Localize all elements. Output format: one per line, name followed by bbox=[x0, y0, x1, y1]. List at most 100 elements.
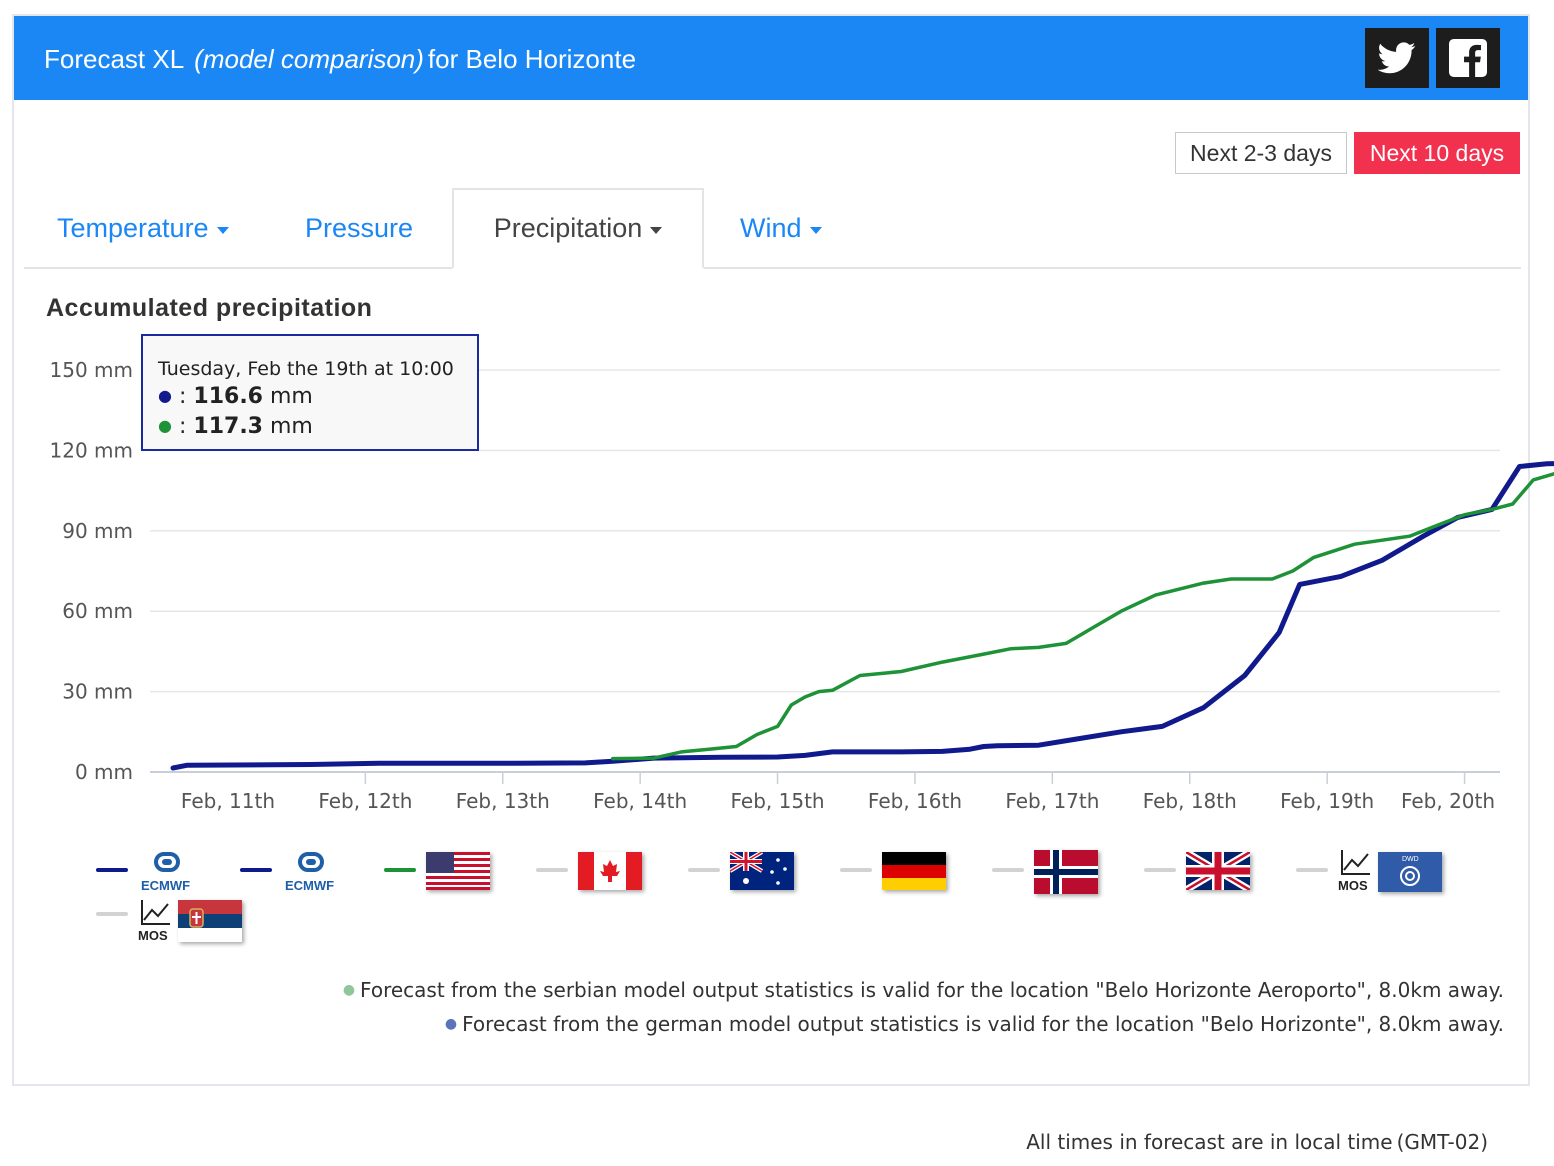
ecmwf-logo-text: ECMWF bbox=[285, 878, 334, 893]
y-tick-label: 60 mm bbox=[62, 599, 133, 623]
legend-item-uk[interactable] bbox=[1144, 846, 1254, 896]
mos-icon: MOS bbox=[138, 900, 170, 943]
title-prefix: Forecast XL bbox=[44, 44, 185, 74]
chevron-down-icon bbox=[809, 226, 822, 234]
legend-line bbox=[1296, 868, 1328, 872]
timezone-note: All times in forecast are in local time … bbox=[1026, 1130, 1488, 1154]
legend-line bbox=[840, 868, 872, 872]
tooltip-header: Tuesday, Feb the 19th at 10:00 bbox=[158, 358, 454, 380]
legend-item-canada[interactable] bbox=[536, 846, 646, 896]
tab-wind[interactable]: Wind bbox=[740, 188, 822, 269]
dwd-logo-icon: DWD bbox=[1378, 852, 1442, 892]
legend-line bbox=[240, 868, 272, 872]
chevron-down-icon bbox=[650, 226, 663, 234]
tooltip-unit: mm bbox=[269, 384, 313, 409]
series-line-ecmwf bbox=[170, 461, 1554, 771]
tab-pressure[interactable]: Pressure bbox=[305, 188, 413, 269]
x-tick-label: Feb, 13th bbox=[456, 789, 550, 813]
legend-line bbox=[384, 868, 416, 872]
tooltip-row-ecmwf: ● : 116.6 mm bbox=[158, 384, 313, 409]
tooltip-sep: : bbox=[178, 414, 187, 439]
tooltip-value: 116.6 bbox=[193, 384, 263, 409]
tooltip-sep: : bbox=[178, 384, 187, 409]
legend-item-ecmwf-2[interactable]: ECMWF bbox=[240, 846, 350, 896]
serbia-flag-icon bbox=[178, 900, 242, 942]
tooltip-unit: mm bbox=[269, 414, 313, 439]
note-dot: ● bbox=[342, 982, 356, 998]
tab-temperature[interactable]: Temperature bbox=[57, 188, 229, 269]
series-line-gfs bbox=[610, 471, 1554, 761]
x-tick-label: Feb, 15th bbox=[731, 789, 825, 813]
twitter-share-button[interactable] bbox=[1365, 28, 1429, 88]
note-dot: ● bbox=[444, 1016, 458, 1032]
legend-item-germany[interactable] bbox=[840, 846, 950, 896]
x-tick-label: Feb, 12th bbox=[318, 789, 412, 813]
facebook-icon bbox=[1449, 39, 1487, 77]
x-tick-label: Feb, 18th bbox=[1143, 789, 1237, 813]
chart-tooltip: Tuesday, Feb the 19th at 10:00 ● : 116.6… bbox=[141, 334, 479, 451]
australia-flag-icon bbox=[730, 852, 794, 890]
series-dot: ● bbox=[158, 386, 172, 405]
y-tick-label: 30 mm bbox=[62, 680, 133, 704]
legend-item-ecmwf[interactable]: ECMWF bbox=[96, 846, 206, 896]
tab-precipitation-label: Precipitation bbox=[493, 213, 643, 243]
canada-flag-icon bbox=[578, 852, 642, 890]
note-serbian-mos: ● Forecast from the serbian model output … bbox=[343, 978, 1504, 1002]
legend-line bbox=[96, 912, 128, 916]
y-tick-label: 150 mm bbox=[50, 358, 134, 382]
next-10-days-button[interactable]: Next 10 days bbox=[1354, 132, 1520, 174]
title-location: for Belo Horizonte bbox=[427, 44, 637, 74]
forecast-card: Forecast XL (model comparison) for Belo Ho… bbox=[12, 14, 1530, 1086]
x-tick-label: Feb, 14th bbox=[593, 789, 687, 813]
y-tick-label: 0 mm bbox=[75, 760, 133, 784]
note-text: Forecast from the serbian model output s… bbox=[360, 978, 1504, 1002]
tabs-divider bbox=[24, 267, 1521, 269]
mos-icon: MOS bbox=[1338, 850, 1370, 893]
x-tick-label: Feb, 17th bbox=[1005, 789, 1099, 813]
legend-item-norway[interactable] bbox=[992, 846, 1102, 896]
y-tick-label: 120 mm bbox=[50, 438, 134, 462]
legend-line bbox=[1144, 868, 1176, 872]
y-tick-label: 90 mm bbox=[62, 519, 133, 543]
series-dot: ● bbox=[158, 416, 172, 435]
tab-precipitation[interactable]: Precipitation bbox=[452, 188, 704, 269]
tooltip-row-gfs: ● : 117.3 mm bbox=[158, 414, 313, 439]
legend-line bbox=[688, 868, 720, 872]
germany-flag-icon bbox=[882, 852, 946, 890]
tab-temperature-label: Temperature bbox=[57, 213, 209, 243]
ecmwf-logo-icon: ECMWF bbox=[141, 852, 190, 893]
twitter-icon bbox=[1378, 42, 1416, 74]
ecmwf-logo-text: ECMWF bbox=[141, 878, 190, 893]
tab-pressure-label: Pressure bbox=[305, 213, 414, 243]
norway-flag-icon bbox=[1034, 850, 1098, 894]
mos-label: MOS bbox=[138, 928, 168, 943]
dwd-label: DWD bbox=[1402, 856, 1419, 863]
facebook-share-button[interactable] bbox=[1436, 28, 1500, 88]
uk-flag-icon bbox=[1186, 852, 1250, 890]
chevron-down-icon bbox=[216, 226, 229, 234]
page-title: Forecast XL (model comparison) for Belo Ho… bbox=[44, 44, 636, 75]
tab-wind-label: Wind bbox=[740, 213, 802, 243]
tooltip-value: 117.3 bbox=[193, 414, 263, 439]
note-german-mos: ● Forecast from the german model output s… bbox=[445, 1012, 1504, 1036]
legend-item-usa[interactable] bbox=[384, 846, 494, 896]
x-tick-label: Feb, 20th bbox=[1401, 789, 1495, 813]
chart-title: Accumulated precipitation bbox=[46, 294, 373, 322]
legend-item-australia[interactable] bbox=[688, 846, 798, 896]
legend-item-mos-serbia[interactable]: MOS bbox=[96, 896, 246, 946]
x-tick-label: Feb, 19th bbox=[1280, 789, 1374, 813]
legend-line bbox=[96, 868, 128, 872]
x-tick-label: Feb, 11th bbox=[181, 789, 275, 813]
legend-item-mos-dwd[interactable]: MOS DWD bbox=[1296, 846, 1446, 896]
x-tick-label: Feb, 16th bbox=[868, 789, 962, 813]
legend-line bbox=[536, 868, 568, 872]
next-2-3-days-button[interactable]: Next 2-3 days bbox=[1175, 132, 1347, 174]
legend-line bbox=[992, 868, 1024, 872]
forecast-header: Forecast XL (model comparison) for Belo Ho… bbox=[14, 16, 1528, 100]
mos-label: MOS bbox=[1338, 878, 1368, 893]
title-model: (model comparison) bbox=[194, 44, 424, 74]
note-text: Forecast from the german model output st… bbox=[462, 1012, 1504, 1036]
usa-flag-icon bbox=[426, 852, 490, 890]
ecmwf-logo-icon: ECMWF bbox=[285, 852, 334, 893]
